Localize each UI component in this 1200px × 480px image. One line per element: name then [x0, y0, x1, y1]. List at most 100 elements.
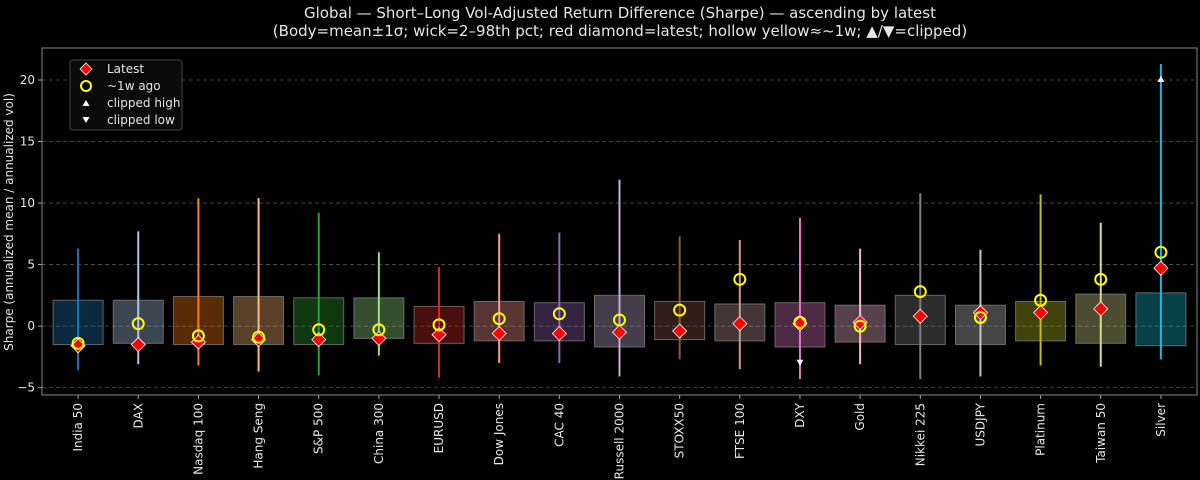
y-ticks: −5 0 5 10 15 20	[17, 73, 42, 395]
x-tick-label: DAX	[131, 403, 145, 428]
week-ago-marker	[973, 310, 987, 324]
category-group	[52, 248, 104, 371]
latest-marker	[611, 324, 628, 340]
week-ago-marker	[492, 312, 506, 326]
y-tick-label: −5	[17, 381, 35, 395]
category-group	[654, 236, 706, 360]
week-ago-marker	[1034, 293, 1048, 307]
x-tick-label: Silver	[1154, 403, 1168, 437]
chart-marks	[52, 63, 1187, 380]
chart-subtitle: (Body=mean±1σ; wick=2–98th pct; red diam…	[273, 22, 967, 40]
latest-marker	[491, 325, 507, 342]
latest-marker	[672, 323, 688, 339]
category-group	[954, 249, 1006, 377]
week-ago-marker	[853, 319, 867, 333]
x-ticks: India 50 DAX Nasdaq 100 Hang Seng S&P 500 Chi…	[71, 395, 1168, 479]
category-group	[533, 232, 585, 364]
x-tick-label: EURUSD	[432, 403, 446, 453]
x-tick-label: Platinum	[1034, 403, 1048, 456]
legend-item-latest: Latest	[79, 62, 144, 76]
legend-item-week-ago: ~1w ago	[80, 79, 161, 93]
plot-frame	[41, 47, 1198, 396]
x-tick-label: Taiwan 50	[1094, 403, 1108, 464]
x-tick-label: Russell 2000	[613, 403, 627, 479]
category-group	[894, 193, 946, 380]
x-tick-label: Nikkei 225	[913, 403, 927, 466]
chart-title: Global — Short–Long Vol-Adjusted Return …	[304, 4, 936, 22]
legend-item-clipped-low: clipped low	[82, 113, 175, 127]
week-ago-marker	[673, 303, 687, 317]
category-group	[413, 267, 465, 378]
category-group	[714, 239, 766, 370]
week-ago-marker	[613, 313, 626, 327]
week-ago-marker	[913, 285, 927, 299]
category-group	[1075, 222, 1127, 367]
x-tick-label: India 50	[71, 403, 85, 452]
category-group	[834, 248, 886, 365]
x-tick-label: Gold	[853, 403, 867, 431]
y-tick-label: 15	[20, 135, 35, 149]
category-group	[172, 198, 224, 366]
category-group	[353, 252, 405, 356]
yellow-circle-icon	[80, 80, 92, 92]
latest-marker	[852, 314, 868, 330]
latest-marker	[371, 330, 387, 346]
latest-marker	[1153, 260, 1169, 276]
category-group	[1135, 63, 1187, 360]
latest-marker	[912, 308, 928, 324]
category-group	[594, 179, 645, 377]
latest-marker	[1093, 301, 1109, 317]
week-ago-marker	[552, 307, 566, 321]
category-group	[293, 212, 345, 376]
latest-marker	[732, 316, 748, 332]
category-group	[473, 233, 525, 364]
category-group	[112, 231, 164, 365]
x-tick-label: DXY	[793, 402, 807, 427]
latest-marker	[551, 325, 567, 342]
latest-marker	[1033, 304, 1049, 321]
week-ago-marker	[432, 318, 446, 332]
x-tick-label: S&P 500	[312, 403, 326, 454]
week-ago-marker	[793, 315, 807, 329]
legend-item-clipped-high: clipped high	[82, 96, 180, 110]
x-tick-label: Hang Seng	[252, 403, 266, 469]
week-ago-marker	[252, 330, 266, 344]
y-tick-label: 0	[27, 319, 35, 333]
legend-label: clipped low	[107, 113, 175, 127]
clipped-high-marker	[1157, 75, 1165, 82]
category-group	[774, 217, 826, 380]
x-tick-label: FTSE 100	[733, 403, 747, 459]
x-tick-label: Dow Jones	[492, 403, 506, 465]
legend-label: ~1w ago	[107, 79, 161, 93]
week-ago-marker	[1094, 272, 1108, 286]
category-group	[233, 198, 285, 372]
y-tick-label: 5	[27, 258, 35, 272]
triangle-down-icon	[82, 117, 90, 123]
week-ago-marker	[372, 323, 386, 337]
week-ago-marker	[71, 336, 85, 350]
latest-marker	[431, 327, 447, 343]
triangle-up-icon	[82, 100, 90, 106]
week-ago-marker	[191, 329, 205, 343]
week-ago-marker	[733, 272, 747, 286]
y-tick-label: 10	[20, 196, 35, 210]
x-tick-label: China 300	[372, 403, 386, 464]
x-tick-label: USDJPY	[973, 402, 987, 446]
latest-marker	[130, 336, 146, 353]
x-tick-label: STOXX50	[673, 403, 687, 458]
legend-label: clipped high	[107, 96, 180, 110]
legend-box	[69, 59, 183, 131]
clipped-low-marker	[796, 359, 804, 366]
x-tick-label: Nasdaq 100	[191, 403, 205, 475]
week-ago-marker	[1154, 245, 1168, 259]
red-diamond-icon	[79, 62, 93, 76]
week-ago-marker	[131, 317, 145, 331]
legend: Latest ~1w ago clipped high clipped low	[69, 59, 183, 131]
week-ago-marker	[312, 323, 326, 337]
y-axis-label: Sharpe (annualized mean / annualized vol…	[2, 93, 16, 351]
y-tick-label: 20	[20, 73, 35, 87]
x-tick-label: CAC 40	[552, 403, 566, 447]
legend-label: Latest	[107, 62, 144, 76]
latest-marker	[311, 332, 327, 348]
